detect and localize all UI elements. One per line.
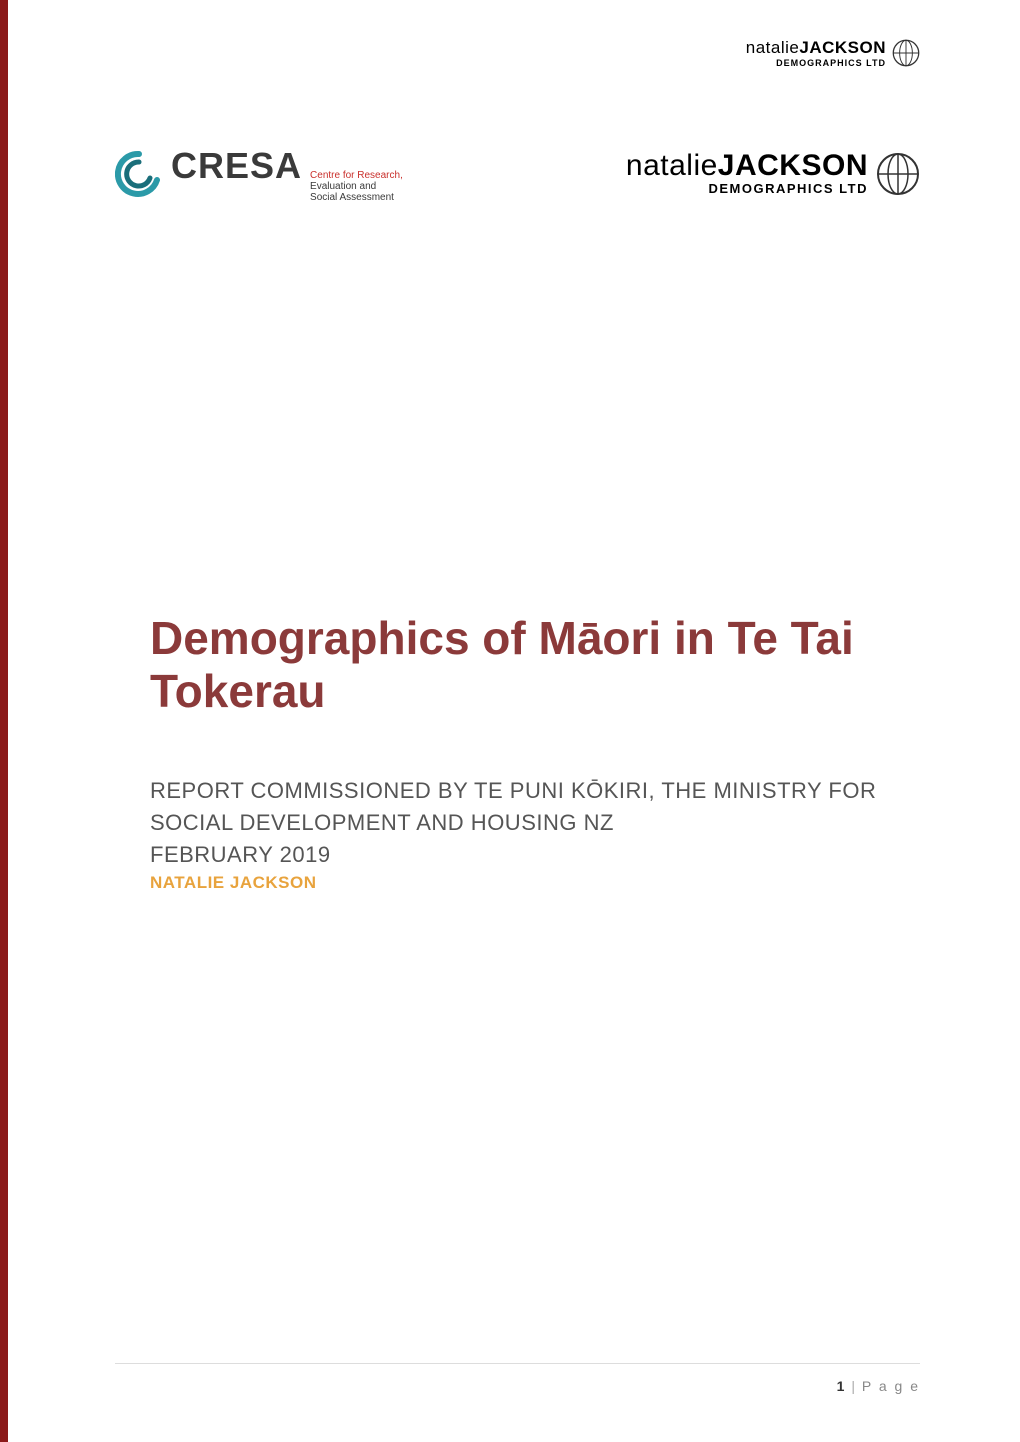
nj-lastname-small: JACKSON	[799, 38, 886, 57]
header-logo-nj-small: natalieJACKSON DEMOGRAPHICS LTD	[746, 38, 920, 68]
cresa-tagline-2: Evaluation and	[310, 181, 403, 192]
nj-text-small: natalieJACKSON DEMOGRAPHICS LTD	[746, 38, 886, 68]
cresa-logo: CRESA Centre for Research, Evaluation an…	[115, 145, 403, 203]
author-name: NATALIE JACKSON	[150, 873, 920, 893]
nj-firstname-large: natalie	[626, 149, 718, 182]
nj-lastname-large: JACKSON	[718, 149, 868, 182]
nj-company-large: DEMOGRAPHICS LTD	[626, 181, 868, 197]
page-number-value: 1	[837, 1378, 845, 1394]
logos-row: CRESA Centre for Research, Evaluation an…	[115, 145, 920, 203]
cresa-circle-icon	[115, 150, 163, 198]
subtitle-line-3: FEBRUARY 2019	[150, 839, 920, 871]
nj-company-small: DEMOGRAPHICS LTD	[746, 58, 886, 68]
page-number-label: P a g e	[862, 1378, 920, 1394]
footer-rule	[115, 1363, 920, 1364]
nj-firstname-small: natalie	[746, 38, 800, 57]
nj-text-large: natalieJACKSON DEMOGRAPHICS LTD	[626, 151, 868, 197]
page-number-separator: |	[847, 1378, 858, 1394]
page-number: 1 | P a g e	[837, 1378, 920, 1394]
globe-icon	[892, 39, 920, 67]
cresa-tagline: Centre for Research, Evaluation and Soci…	[310, 170, 403, 203]
cresa-text-wrap: CRESA Centre for Research, Evaluation an…	[171, 145, 403, 203]
document-title: Demographics of Māori in Te Tai Tokerau	[150, 612, 920, 718]
nj-name-large: natalieJACKSON	[626, 151, 868, 181]
subtitle-line-1: REPORT COMMISSIONED BY TE PUNI KŌKIRI, T…	[150, 775, 920, 807]
left-accent-bar	[0, 0, 8, 1442]
cresa-tagline-1: Centre for Research,	[310, 170, 403, 181]
subtitle-block: REPORT COMMISSIONED BY TE PUNI KŌKIRI, T…	[150, 775, 920, 893]
globe-icon	[876, 152, 920, 196]
nj-name-small: natalieJACKSON	[746, 38, 886, 58]
cresa-name: CRESA	[171, 145, 302, 187]
subtitle-line-2: SOCIAL DEVELOPMENT AND HOUSING NZ	[150, 807, 920, 839]
nj-logo-large: natalieJACKSON DEMOGRAPHICS LTD	[626, 151, 920, 197]
cresa-tagline-3: Social Assessment	[310, 192, 403, 203]
